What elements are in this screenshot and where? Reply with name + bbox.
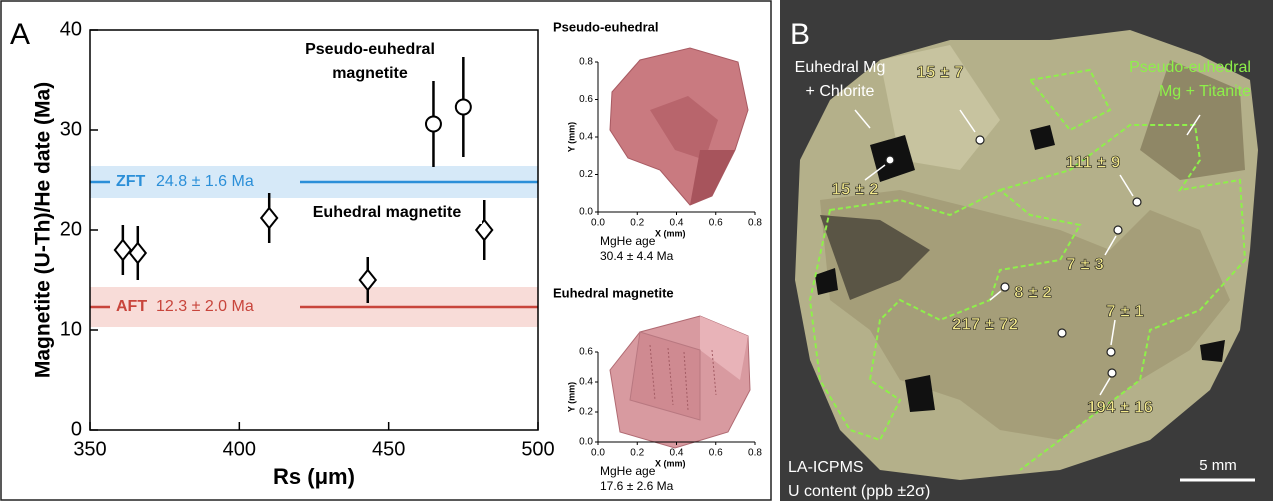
y-tick-label: 0.4 — [579, 377, 593, 388]
inset-caption: 17.6 ± 2.6 Ma — [600, 479, 674, 493]
inset-title: Pseudo-euhedral — [553, 19, 658, 34]
y-tick-label: 10 — [60, 318, 82, 340]
x-axis-label: X (mm) — [655, 458, 686, 468]
reference-label: 24.8 ± 1.6 Ma — [156, 173, 254, 190]
x-axis-label: Rs (μm) — [273, 464, 355, 489]
series-annotation: Euhedral magnetite — [313, 204, 462, 221]
x-tick-label: 500 — [521, 438, 554, 460]
y-tick-label: 0.0 — [579, 437, 593, 448]
series-annotation: Pseudo-euhedral magnetite — [305, 41, 435, 82]
annotation-bg — [292, 202, 482, 224]
euhedral-render — [609, 315, 751, 449]
annotation: Euhedral Mg — [795, 59, 886, 76]
y-tick-label: 0.2 — [579, 169, 593, 180]
x-tick-label: 400 — [223, 438, 256, 460]
y-axis-label: Y (mm) — [566, 382, 576, 412]
u-content-label: 15 ± 2 — [831, 179, 878, 198]
annotation: Mg + Titanite — [1159, 83, 1251, 100]
x-tick-label: 0.4 — [670, 448, 684, 459]
inset-caption: MgHe age — [600, 464, 656, 478]
y-tick-label: 0.4 — [579, 132, 593, 143]
point — [474, 218, 494, 242]
method-label: LA-ICPMS — [788, 459, 864, 476]
x-tick-label: 0.2 — [630, 218, 644, 229]
panel-label: B — [790, 18, 810, 51]
u-content-label: 7 ± 1 — [1106, 301, 1144, 320]
inset-caption: 30.4 ± 4.4 Ma — [600, 249, 674, 263]
x-tick-label: 0.0 — [591, 218, 605, 229]
x-tick-label: 350 — [73, 438, 106, 460]
y-tick-label: 40 — [60, 18, 82, 40]
point — [259, 206, 279, 230]
u-content-label: 111 ± 9 — [1066, 152, 1121, 171]
scale-label: 5 mm — [1199, 457, 1237, 474]
inset-caption: MgHe age — [600, 234, 656, 248]
y-axis-label: Y (mm) — [566, 122, 576, 152]
reference-label: 12.3 ± 2.0 Ma — [156, 298, 254, 315]
y-tick-label: 20 — [60, 218, 82, 240]
y-tick-label: 0 — [71, 418, 82, 440]
point — [358, 268, 378, 292]
panel-label: A — [10, 18, 30, 51]
u-content-label: 8 ± 2 — [1014, 282, 1052, 301]
x-tick-label: 0.8 — [748, 218, 762, 229]
x-tick-label: 450 — [372, 438, 405, 460]
point — [424, 115, 442, 133]
point — [128, 241, 148, 265]
reference-label-bg — [110, 297, 300, 317]
y-tick-label: 0.6 — [579, 347, 593, 358]
point — [113, 238, 133, 262]
annotation: Pseudo-euhedral — [1129, 59, 1251, 76]
reference-label-bg — [110, 172, 300, 192]
reference-name: AFT — [116, 298, 147, 315]
point — [454, 98, 472, 116]
y-axis-label: Magnetite (U-Th)/He date (Ma) — [32, 82, 55, 378]
inset-title: Euhedral magnetite — [553, 285, 674, 300]
u-content-label: 7 ± 3 — [1066, 254, 1104, 273]
x-tick-label: 0.8 — [748, 448, 762, 459]
y-tick-label: 0.0 — [579, 207, 593, 218]
y-tick-label: 30 — [60, 118, 82, 140]
x-tick-label: 0.2 — [630, 448, 644, 459]
x-tick-label: 0.6 — [709, 448, 723, 459]
pseudo-euhedral-render — [609, 47, 749, 206]
x-axis-label: X (mm) — [655, 228, 686, 238]
x-tick-label: 0.0 — [591, 448, 605, 459]
u-content-label: 15 ± 7 — [916, 62, 963, 81]
x-tick-label: 0.4 — [670, 218, 684, 229]
reference-name: ZFT — [116, 173, 146, 190]
u-content-label: 194 ± 16 — [1087, 397, 1153, 416]
x-tick-label: 0.6 — [709, 218, 723, 229]
y-tick-label: 0.6 — [579, 94, 593, 105]
y-tick-label: 0.2 — [579, 407, 593, 418]
rock-section — [795, 30, 1258, 482]
y-tick-label: 0.8 — [579, 57, 593, 68]
u-content-label: 217 ± 72 — [952, 314, 1018, 333]
legend-label: U content (ppb ±2σ) — [788, 483, 930, 500]
annotation: + Chlorite — [806, 83, 875, 100]
